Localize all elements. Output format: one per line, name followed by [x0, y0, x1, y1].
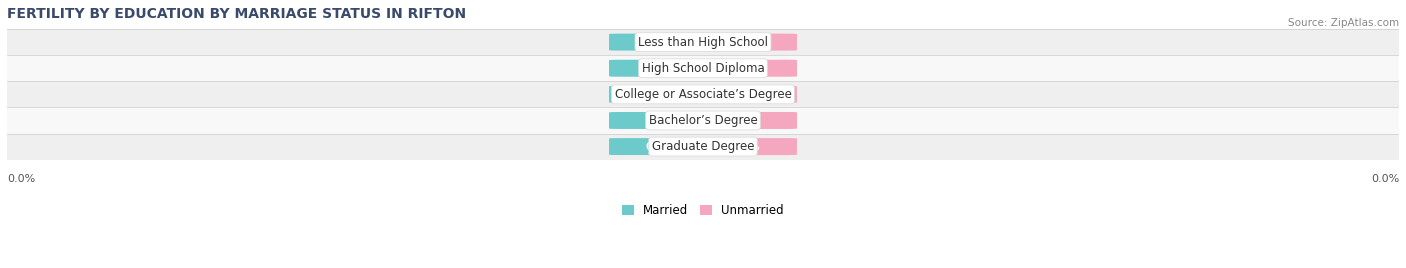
- FancyBboxPatch shape: [609, 138, 713, 155]
- FancyBboxPatch shape: [693, 138, 797, 155]
- Text: 0.0%: 0.0%: [7, 174, 35, 184]
- FancyBboxPatch shape: [693, 34, 797, 51]
- Text: 0.0%: 0.0%: [645, 37, 676, 47]
- Text: 0.0%: 0.0%: [730, 37, 761, 47]
- FancyBboxPatch shape: [609, 34, 713, 51]
- Text: Bachelor’s Degree: Bachelor’s Degree: [648, 114, 758, 127]
- Text: 0.0%: 0.0%: [730, 63, 761, 73]
- FancyBboxPatch shape: [693, 112, 797, 129]
- FancyBboxPatch shape: [7, 81, 1399, 107]
- Text: 0.0%: 0.0%: [730, 116, 761, 125]
- Text: Source: ZipAtlas.com: Source: ZipAtlas.com: [1288, 18, 1399, 28]
- Text: High School Diploma: High School Diploma: [641, 62, 765, 75]
- Legend: Married, Unmarried: Married, Unmarried: [617, 199, 789, 222]
- Text: 0.0%: 0.0%: [645, 116, 676, 125]
- Text: Graduate Degree: Graduate Degree: [652, 140, 754, 153]
- Text: 0.0%: 0.0%: [730, 142, 761, 152]
- Text: 0.0%: 0.0%: [730, 89, 761, 99]
- Text: 0.0%: 0.0%: [1371, 174, 1399, 184]
- FancyBboxPatch shape: [7, 29, 1399, 55]
- FancyBboxPatch shape: [7, 133, 1399, 160]
- Text: 0.0%: 0.0%: [645, 142, 676, 152]
- FancyBboxPatch shape: [609, 60, 713, 77]
- FancyBboxPatch shape: [693, 60, 797, 77]
- Text: Less than High School: Less than High School: [638, 36, 768, 49]
- Text: FERTILITY BY EDUCATION BY MARRIAGE STATUS IN RIFTON: FERTILITY BY EDUCATION BY MARRIAGE STATU…: [7, 7, 465, 21]
- Text: College or Associate’s Degree: College or Associate’s Degree: [614, 88, 792, 101]
- FancyBboxPatch shape: [693, 86, 797, 103]
- FancyBboxPatch shape: [7, 107, 1399, 133]
- FancyBboxPatch shape: [7, 55, 1399, 81]
- FancyBboxPatch shape: [609, 86, 713, 103]
- FancyBboxPatch shape: [609, 112, 713, 129]
- Text: 0.0%: 0.0%: [645, 63, 676, 73]
- Text: 0.0%: 0.0%: [645, 89, 676, 99]
